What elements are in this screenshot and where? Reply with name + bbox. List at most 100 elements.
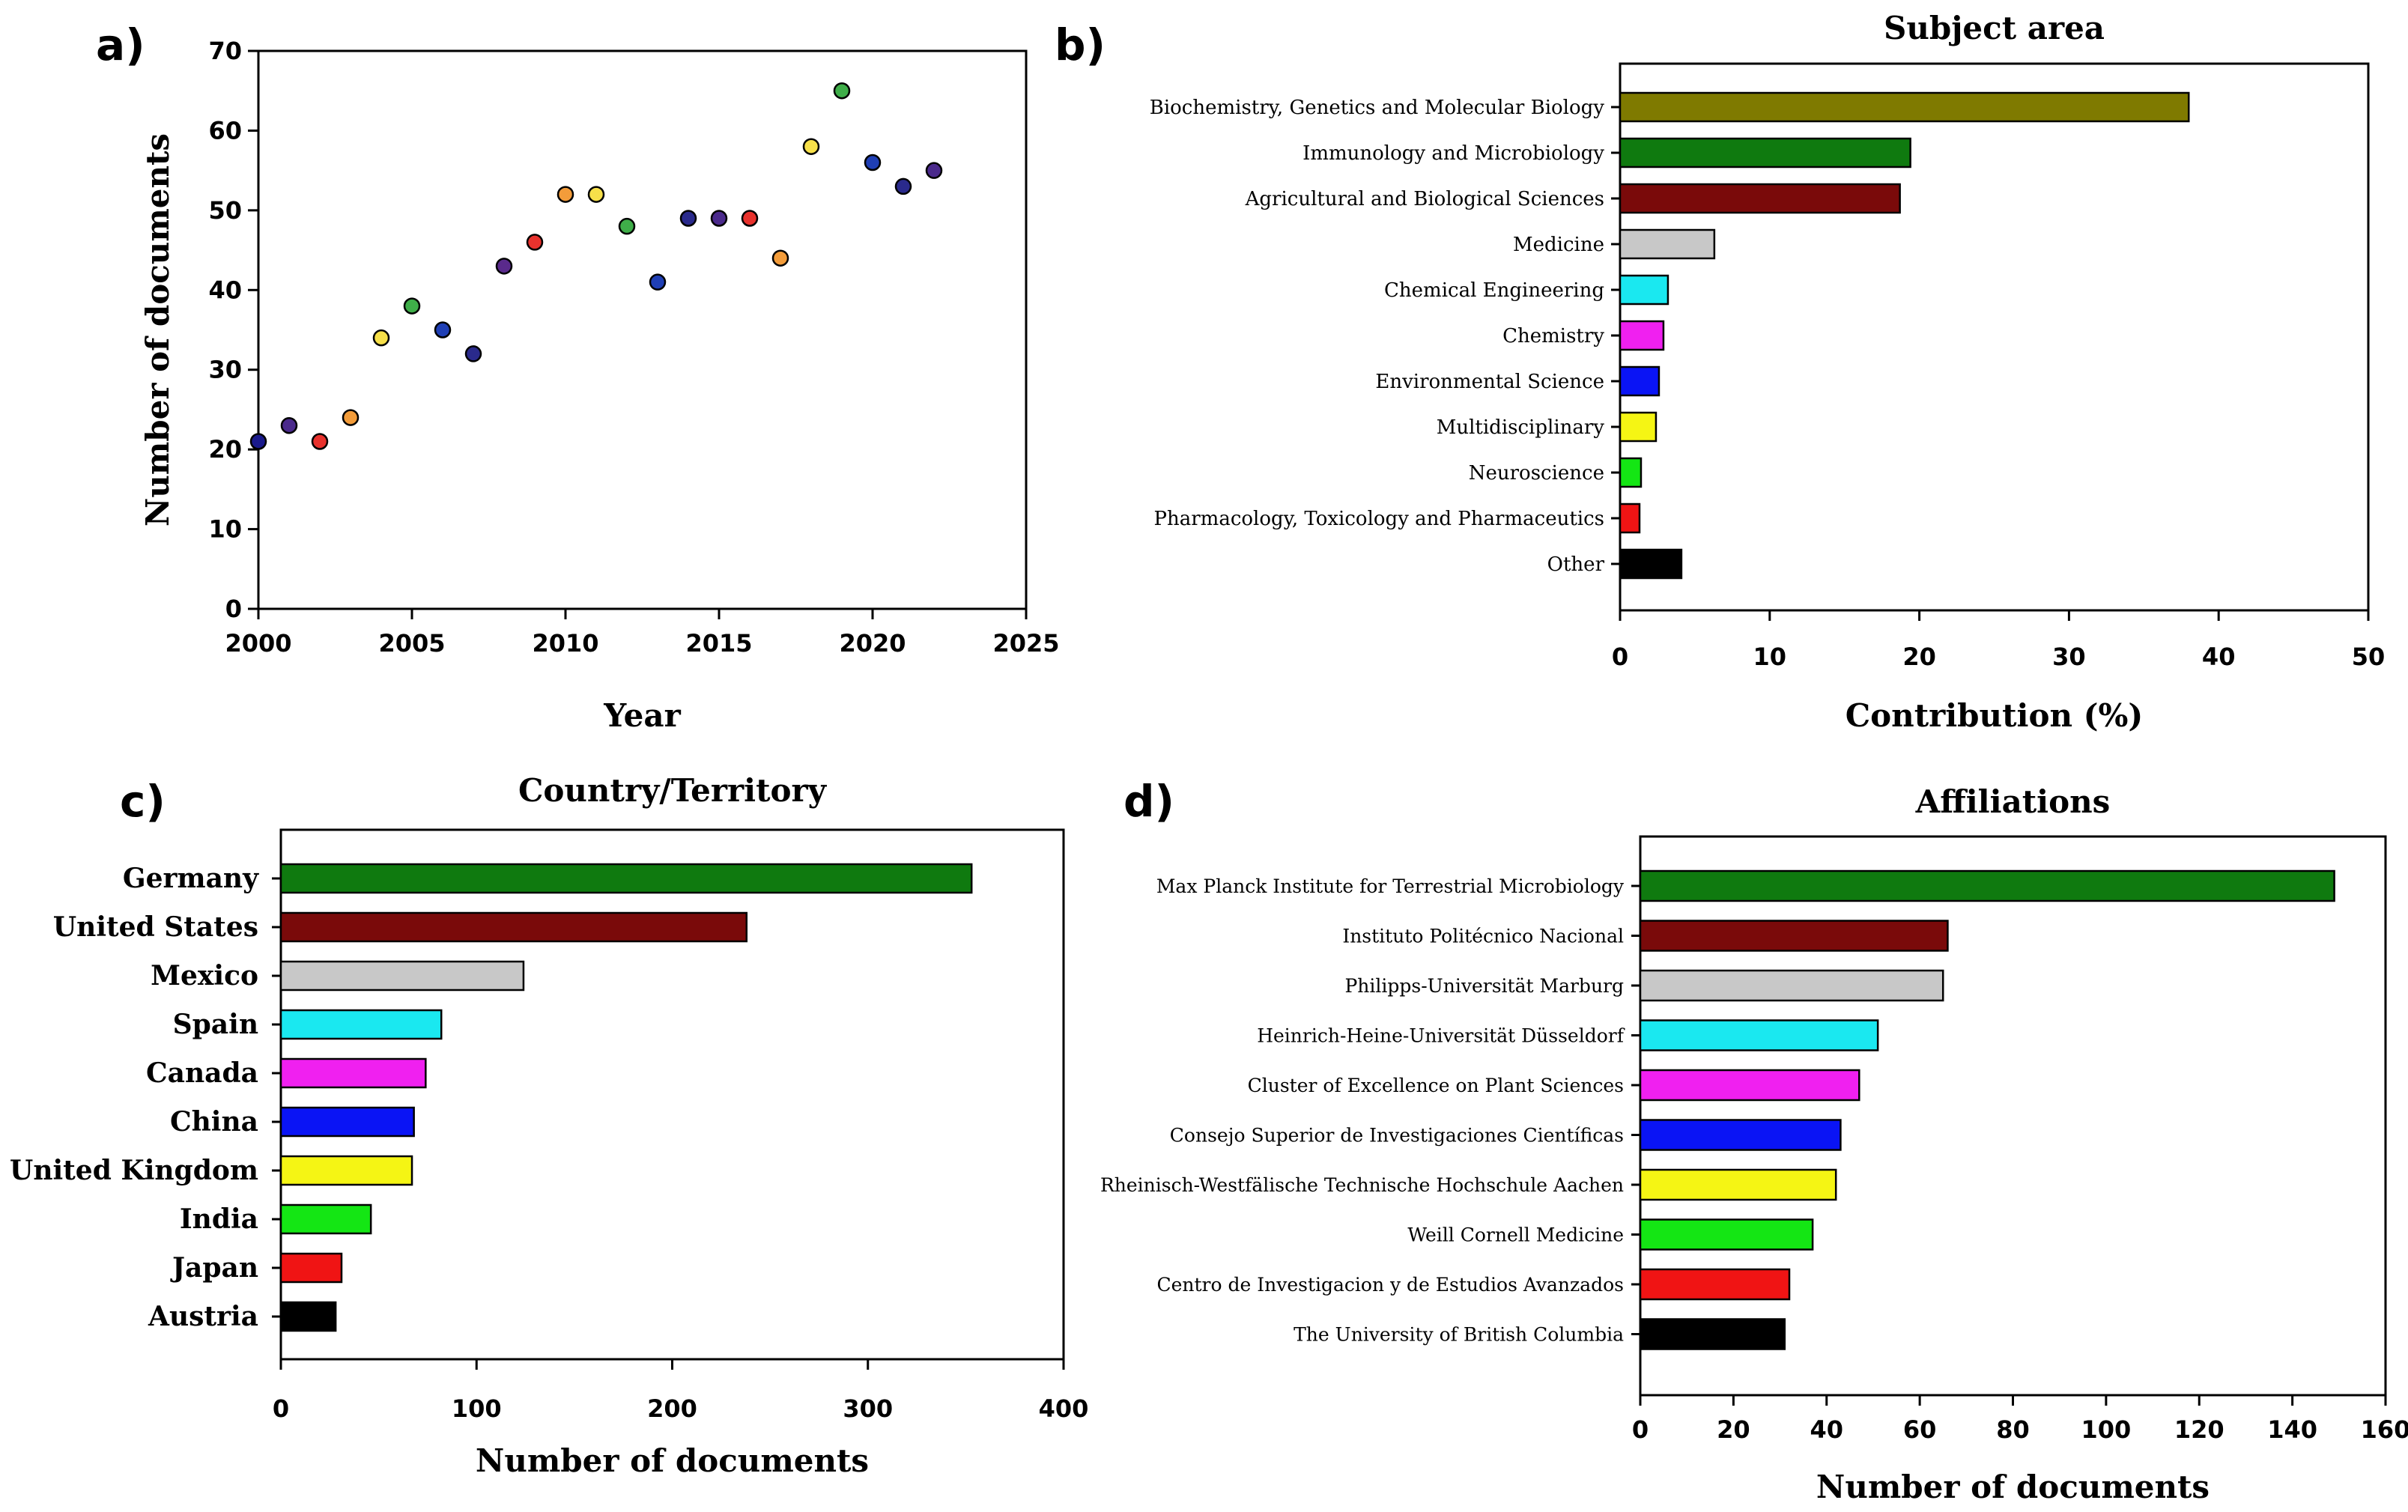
data-point — [864, 154, 882, 171]
bar — [279, 1009, 443, 1040]
category-label: Instituto Politécnico Nacional — [1342, 926, 1624, 947]
bar — [279, 911, 748, 943]
data-point — [526, 234, 544, 251]
data-point — [464, 345, 482, 362]
panel-d-letter: d) — [1123, 776, 1174, 827]
category-label: Rheinisch-Westfälische Technische Hochsc… — [1100, 1174, 1624, 1196]
data-point — [649, 273, 667, 291]
panel-d-affiliations-chart: Affiliations 0 20 40 60 80 100 120 140 160 Max Pla… — [1100, 783, 2408, 1505]
bar — [279, 1252, 343, 1284]
x-axis-label: Contribution (%) — [1846, 697, 2144, 734]
data-point — [556, 186, 574, 203]
x-tick-label: 0 — [1612, 643, 1628, 671]
bar — [1619, 548, 1683, 580]
chart-title: Country/Territory — [518, 772, 828, 809]
category-label: United Kingdom — [10, 1155, 258, 1186]
bar — [1619, 365, 1661, 397]
x-tick-label: 2000 — [225, 629, 291, 658]
x-tick-label: 400 — [1039, 1394, 1089, 1423]
data-point — [741, 210, 759, 227]
panel-b-subject-area-chart: Subject area 0 10 20 30 40 50 Biochemistry, Gen… — [1150, 10, 2386, 734]
bar — [279, 960, 525, 992]
x-tick-label: 2025 — [992, 629, 1059, 658]
category-label: Japan — [170, 1252, 258, 1284]
x-tick-label: 80 — [1996, 1415, 2030, 1444]
category-label: Mexico — [151, 960, 258, 992]
bar — [1619, 411, 1658, 443]
bar — [1619, 137, 1911, 168]
panel-b-letter: b) — [1055, 19, 1106, 70]
chart-title: Subject area — [1884, 10, 2105, 46]
data-point — [342, 409, 360, 426]
x-tick-label: 120 — [2174, 1415, 2224, 1444]
data-point — [434, 321, 452, 338]
data-point — [587, 186, 605, 203]
bar — [1619, 91, 2190, 123]
x-axis-label: Number of documents — [476, 1442, 869, 1479]
category-label: The University of British Columbia — [1294, 1324, 1624, 1346]
data-point — [403, 297, 421, 315]
x-tick-label: 2010 — [532, 629, 598, 658]
category-label: Immunology and Microbiology — [1302, 142, 1604, 165]
x-tick-label: 100 — [2081, 1415, 2131, 1444]
x-tick-label: 2005 — [378, 629, 445, 658]
panel-c-frame — [279, 828, 1065, 1361]
x-tick-label: 50 — [2352, 643, 2386, 671]
bar — [1639, 1268, 1791, 1301]
category-label: Canada — [146, 1057, 258, 1089]
x-tick-label: 30 — [2052, 643, 2086, 671]
category-label: Agricultural and Biological Sciences — [1245, 188, 1604, 210]
data-point — [495, 258, 513, 275]
category-label: United States — [53, 911, 258, 943]
data-point — [280, 416, 298, 434]
bar — [1639, 1168, 1837, 1201]
category-label: Environmental Science — [1375, 371, 1604, 393]
x-tick-label: 0 — [1632, 1415, 1649, 1444]
y-tick-label: 70 — [208, 37, 242, 65]
category-label: Philipps-Universität Marburg — [1344, 975, 1624, 997]
category-label: Cluster of Excellence on Plant Sciences — [1248, 1075, 1624, 1096]
bar — [279, 1301, 337, 1332]
x-tick-label: 20 — [1902, 643, 1936, 671]
category-label: Multidisciplinary — [1437, 416, 1605, 439]
category-label: Centro de Investigacion y de Estudios Av… — [1156, 1274, 1624, 1296]
category-label: China — [170, 1106, 258, 1138]
data-point — [679, 210, 697, 227]
category-label: Medicine — [1513, 234, 1604, 256]
bar — [1619, 320, 1665, 351]
bar — [1619, 274, 1669, 306]
y-tick-label: 50 — [208, 196, 242, 225]
data-point — [249, 433, 267, 450]
x-tick-label: 0 — [273, 1394, 289, 1423]
panel-a-scatter-chart: 0 10 20 30 40 50 60 70 2000 2005 2010 2015 2020 2025 Y… — [139, 37, 1060, 734]
bar — [279, 1106, 415, 1138]
data-point — [771, 249, 789, 267]
panel-a-letter: a) — [96, 19, 145, 70]
category-label: Biochemistry, Genetics and Molecular Bio… — [1150, 97, 1605, 119]
x-tick-label: 40 — [1810, 1415, 1843, 1444]
category-label: Neuroscience — [1469, 462, 1604, 485]
category-label: Spain — [173, 1009, 258, 1040]
category-label: Other — [1547, 553, 1605, 576]
bar — [1619, 228, 1716, 260]
category-label: Pharmacology, Toxicology and Pharmaceuti… — [1154, 508, 1605, 530]
category-label: Chemical Engineering — [1384, 279, 1604, 302]
data-point — [894, 177, 912, 195]
y-tick-label: 10 — [208, 515, 242, 544]
x-tick-label: 200 — [647, 1394, 697, 1423]
bar — [1639, 969, 1944, 1002]
panel-c-country-chart: Country/Territory 0 100 200 300 400 Germany Uni… — [10, 772, 1088, 1479]
category-label: Heinrich-Heine-Universität Düsseldorf — [1257, 1025, 1625, 1047]
bar — [1619, 457, 1643, 488]
data-point — [925, 162, 943, 179]
bar — [279, 863, 973, 894]
x-tick-label: 60 — [1903, 1415, 1937, 1444]
y-tick-label: 0 — [225, 595, 242, 623]
bar — [1619, 183, 1901, 214]
x-tick-label: 2020 — [839, 629, 906, 658]
bar — [1639, 1019, 1879, 1051]
y-tick-label: 20 — [208, 435, 242, 464]
bar — [279, 1057, 427, 1089]
bar — [279, 1203, 372, 1235]
data-point — [311, 433, 329, 450]
